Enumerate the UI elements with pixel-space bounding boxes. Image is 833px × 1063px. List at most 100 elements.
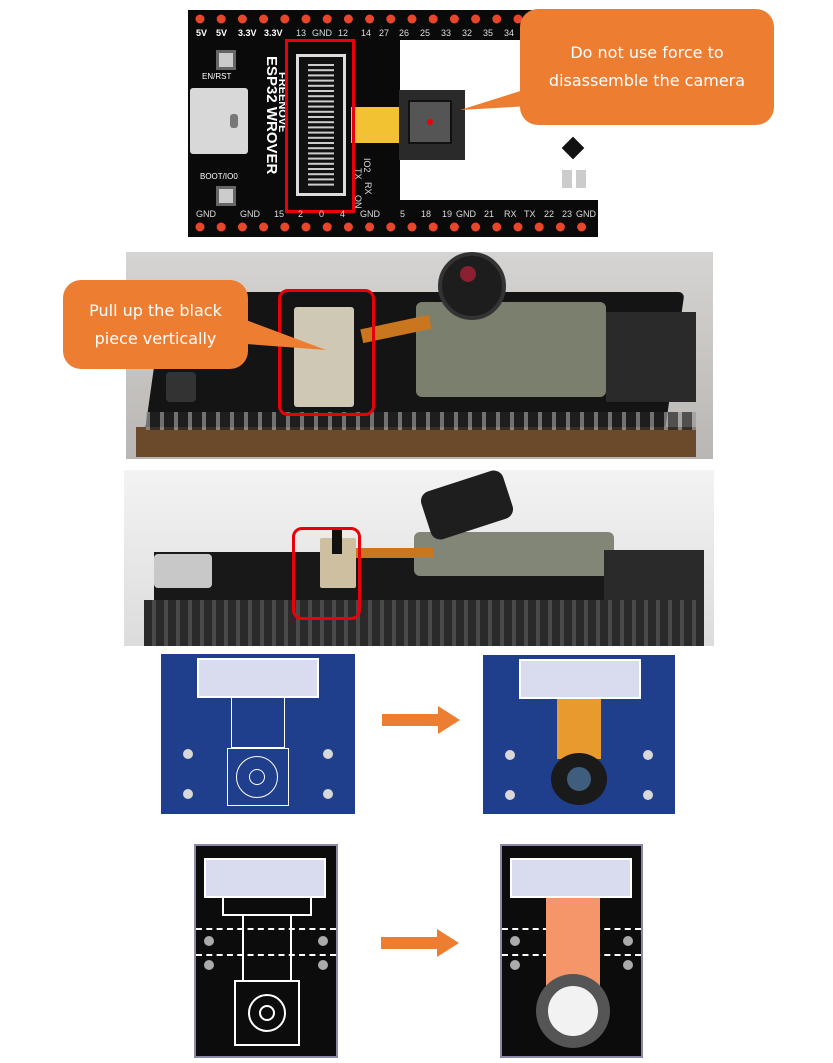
- fpc-contact: [308, 105, 334, 108]
- mount-hole: [643, 790, 653, 800]
- enrst-label: EN/RST: [202, 72, 232, 81]
- bottom-pin-label: 23: [562, 209, 573, 219]
- boot-button: [216, 186, 236, 206]
- mount-hole: [505, 790, 515, 800]
- connector-highlight-1: [278, 289, 375, 416]
- side-pin-label: RX: [363, 182, 373, 195]
- boot-label: BOOT/IO0: [200, 172, 238, 181]
- top-pin-label: 12: [338, 28, 349, 38]
- pin-dot: [428, 222, 438, 232]
- pin-header-dots: [195, 14, 587, 232]
- lens-inner: [259, 1005, 275, 1021]
- top-pin-label: 32: [462, 28, 473, 38]
- connector: [510, 858, 632, 898]
- mount-hole: [183, 789, 193, 799]
- lens-outline: [234, 980, 300, 1046]
- mount-hole: [323, 789, 333, 799]
- lens-circle: [248, 994, 286, 1032]
- pin-dot: [386, 222, 396, 232]
- fpc-contact: [308, 69, 334, 72]
- pin-dot: [322, 14, 332, 24]
- pin-dot: [449, 14, 459, 24]
- mount-hole: [318, 936, 328, 946]
- fpc-contact: [308, 74, 334, 77]
- fpc-contact: [308, 110, 334, 113]
- top-pin-label: 34: [504, 28, 515, 38]
- ribbon-cable: [546, 898, 600, 988]
- instruction-pointer: [246, 320, 326, 350]
- fpc-contact: [308, 100, 334, 103]
- pin-dot: [301, 222, 311, 232]
- usb-port: [154, 554, 212, 588]
- pin-dot: [195, 222, 205, 232]
- mount-hole: [505, 750, 515, 760]
- fpc-contact: [308, 173, 334, 176]
- bottom-pin-label: 15: [274, 209, 285, 219]
- fpc-contact: [308, 126, 334, 129]
- pin-dot: [492, 222, 502, 232]
- instruction-line: piece vertically: [94, 328, 217, 348]
- callout-pointer: [460, 88, 530, 110]
- fpc-contact: [308, 142, 334, 144]
- fpc-contact: [308, 157, 334, 160]
- usb-slot: [230, 114, 238, 128]
- ribbon-outline: [231, 698, 285, 748]
- top-pin-label: 27: [379, 28, 390, 38]
- mount-hole: [510, 960, 520, 970]
- pin-dot: [449, 222, 459, 232]
- pcb-edge: [136, 427, 696, 457]
- ribbon-outline: [222, 898, 312, 916]
- connector-flap: [332, 528, 342, 554]
- dashed-line: [196, 954, 336, 956]
- antenna-tail: [604, 550, 704, 600]
- bottom-pin-label: GND: [576, 209, 596, 219]
- ribbon-strip: [351, 107, 399, 143]
- camera-lens-glass: [548, 986, 598, 1036]
- pin-dot: [407, 14, 417, 24]
- flex-cable: [354, 548, 434, 558]
- pcb-edge: [144, 600, 704, 646]
- warning-callout: Do not use force to disassemble the came…: [520, 9, 774, 125]
- mount-hole: [318, 960, 328, 970]
- pin-dot: [216, 222, 226, 232]
- pin-dot: [237, 14, 247, 24]
- camera-lens: [438, 252, 506, 320]
- pin-dot: [343, 222, 353, 232]
- board-photo-2: [124, 470, 714, 646]
- fpc-contact: [308, 147, 334, 150]
- pin-dot: [195, 14, 205, 24]
- antenna-pad: [562, 170, 572, 188]
- fpc-contact: [308, 95, 334, 98]
- pin-dot: [301, 14, 311, 24]
- mount-hole: [183, 749, 193, 759]
- top-pin-label: 33: [441, 28, 452, 38]
- bottom-pin-label: GND: [456, 209, 476, 219]
- top-pin-label: 3.3V: [238, 28, 257, 38]
- antenna-area: [550, 122, 648, 200]
- mount-hole: [623, 936, 633, 946]
- fpc-contact: [308, 84, 334, 87]
- black-board-after: [500, 844, 643, 1058]
- pin-dot: [407, 222, 417, 232]
- top-pin-label: 25: [420, 28, 431, 38]
- bottom-pin-label: 5: [400, 209, 406, 219]
- connector: [519, 659, 641, 699]
- fpc-contact: [308, 183, 334, 186]
- instruction-callout: Pull up the black piece vertically: [63, 280, 248, 369]
- ribbon-outline: [242, 914, 292, 980]
- fpc-contact: [308, 152, 334, 155]
- bottom-pin-label: RX: [504, 209, 517, 219]
- pin-dot: [471, 14, 481, 24]
- mount-hole: [510, 936, 520, 946]
- pin-dot: [386, 14, 396, 24]
- top-pin-label: 14: [361, 28, 372, 38]
- fpc-connector: [296, 54, 346, 196]
- usb-port: [190, 88, 248, 154]
- connector-highlight-2: [292, 527, 361, 620]
- fpc-pins: [308, 64, 334, 186]
- connector-closed: [294, 307, 354, 407]
- pin-dot: [365, 222, 375, 232]
- mount-hole: [623, 960, 633, 970]
- wrover-shield: [414, 532, 614, 576]
- pin-dot: [280, 14, 290, 24]
